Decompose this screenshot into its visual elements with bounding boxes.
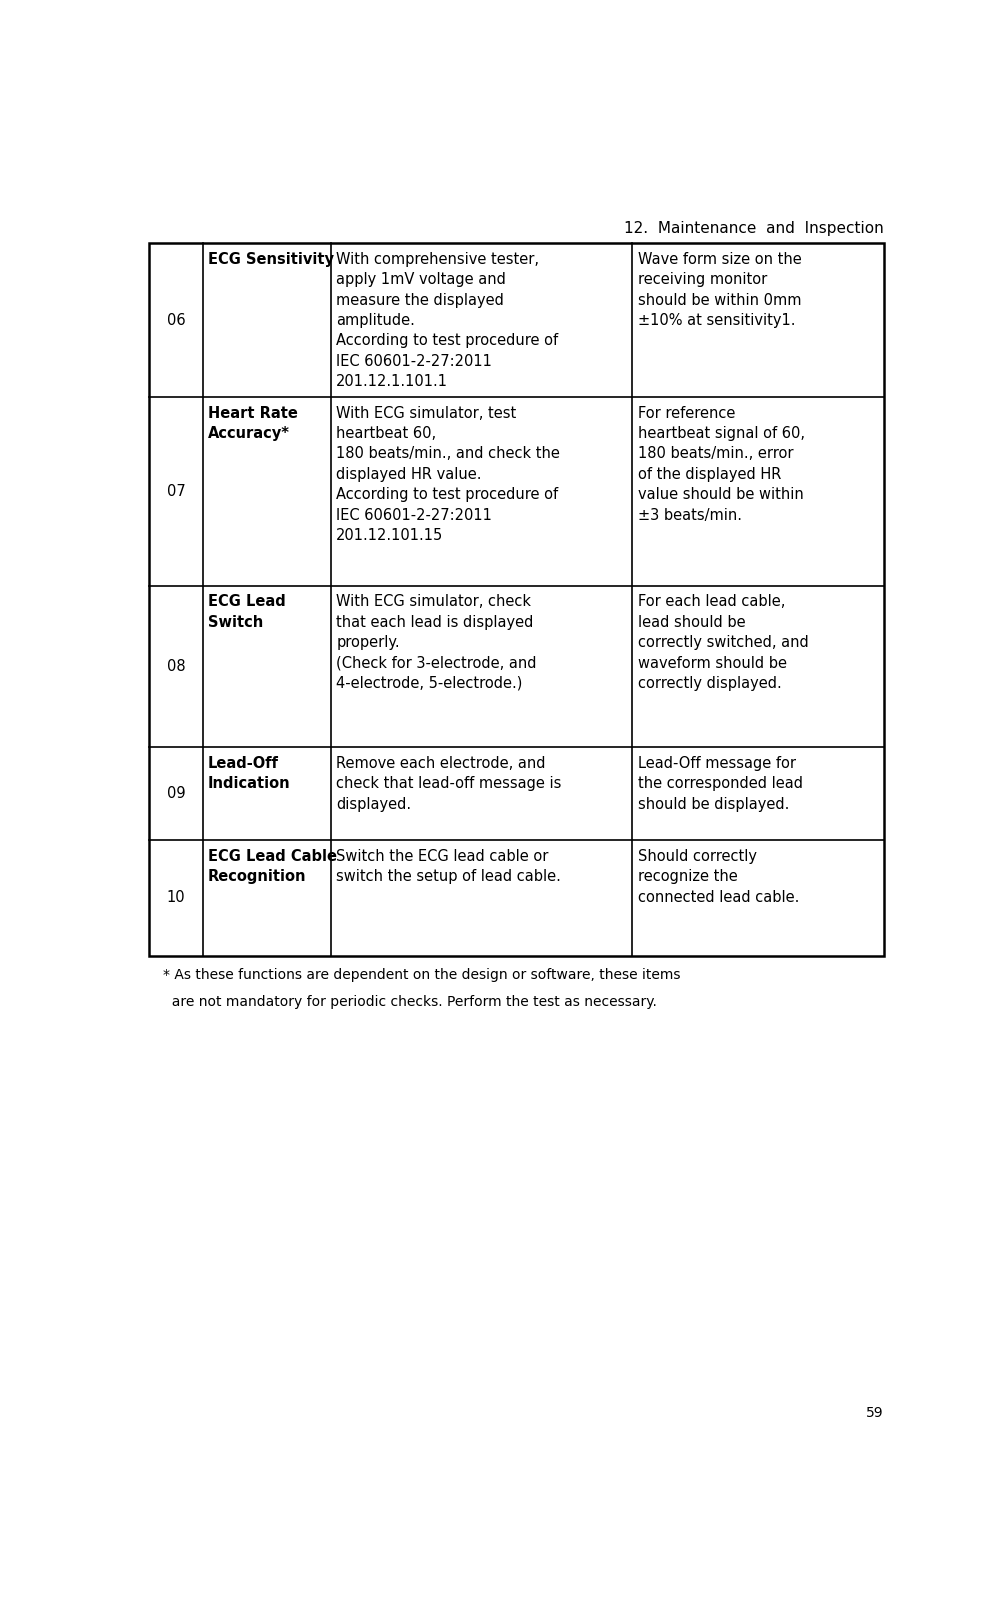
Text: With ECG simulator, test
heartbeat 60,
180 beats/min., and check the
displayed H: With ECG simulator, test heartbeat 60, 1… <box>336 406 560 543</box>
Text: 07: 07 <box>166 484 185 498</box>
Text: Switch the ECG lead cable or
switch the setup of lead cable.: Switch the ECG lead cable or switch the … <box>336 850 561 885</box>
Text: For reference
heartbeat signal of 60,
180 beats/min., error
of the displayed HR
: For reference heartbeat signal of 60, 18… <box>638 406 804 522</box>
Text: With comprehensive tester,
apply 1mV voltage and
measure the displayed
amplitude: With comprehensive tester, apply 1mV vol… <box>336 251 558 388</box>
Text: * As these functions are dependent on the design or software, these items: * As these functions are dependent on th… <box>163 967 681 982</box>
Text: 10: 10 <box>166 890 185 906</box>
Text: ECG Sensitivity: ECG Sensitivity <box>208 251 334 266</box>
Text: 06: 06 <box>166 313 185 327</box>
Text: Lead-Off message for
the corresponded lead
should be displayed.: Lead-Off message for the corresponded le… <box>638 756 802 811</box>
Text: 12.  Maintenance  and  Inspection: 12. Maintenance and Inspection <box>624 221 884 235</box>
Text: are not mandatory for periodic checks. Perform the test as necessary.: are not mandatory for periodic checks. P… <box>163 995 657 1009</box>
Text: Heart Rate
Accuracy*: Heart Rate Accuracy* <box>208 406 298 442</box>
Text: 08: 08 <box>166 659 185 674</box>
Text: For each lead cable,
lead should be
correctly switched, and
waveform should be
c: For each lead cable, lead should be corr… <box>638 595 808 692</box>
Text: 59: 59 <box>866 1406 884 1420</box>
Text: Wave form size on the
receiving monitor
should be within 0mm
±10% at sensitivity: Wave form size on the receiving monitor … <box>638 251 801 327</box>
Text: With ECG simulator, check
that each lead is displayed
properly.
(Check for 3-ele: With ECG simulator, check that each lead… <box>336 595 536 692</box>
Text: Remove each electrode, and
check that lead-off message is
displayed.: Remove each electrode, and check that le… <box>336 756 561 811</box>
Text: Should correctly
recognize the
connected lead cable.: Should correctly recognize the connected… <box>638 850 799 904</box>
Text: ECG Lead Cable
Recognition: ECG Lead Cable Recognition <box>208 850 337 885</box>
Text: Lead-Off
Indication: Lead-Off Indication <box>208 756 290 791</box>
Text: 09: 09 <box>166 787 185 801</box>
Text: ECG Lead
Switch: ECG Lead Switch <box>208 595 286 630</box>
Bar <box>149 243 884 956</box>
